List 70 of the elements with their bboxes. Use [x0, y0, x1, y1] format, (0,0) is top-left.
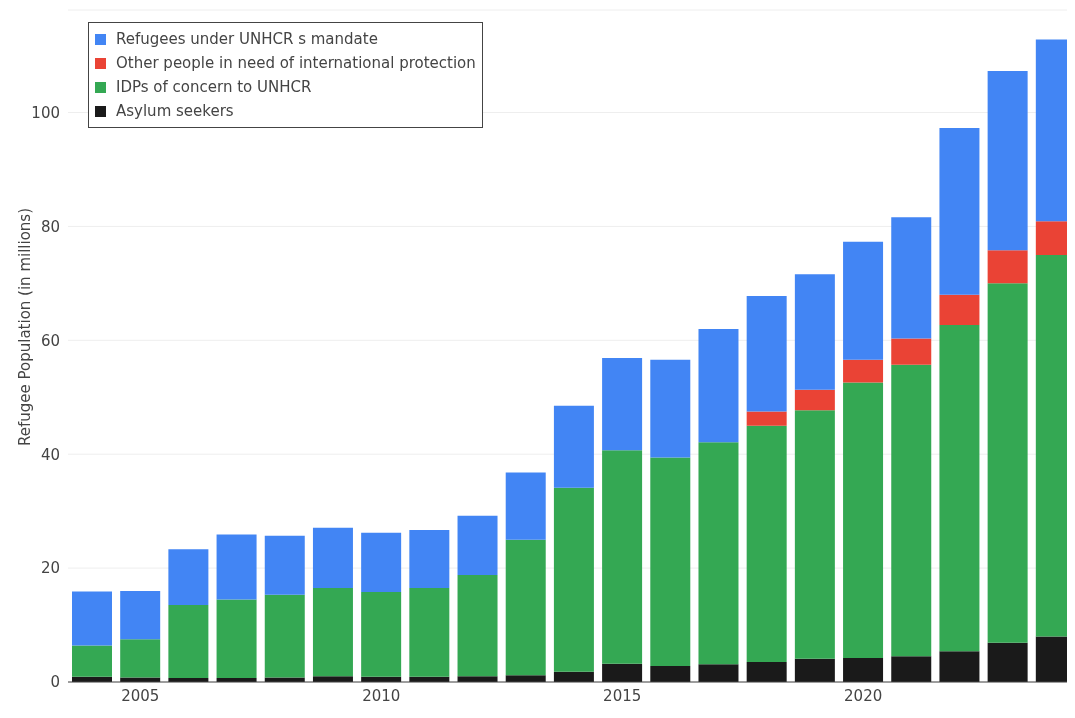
bar [264, 594, 305, 678]
bar [939, 651, 980, 682]
bar [312, 588, 353, 677]
bar [553, 405, 594, 488]
bar [987, 70, 1028, 251]
bar [939, 294, 980, 325]
bar [72, 591, 112, 646]
bar [602, 357, 643, 451]
bar [361, 592, 402, 677]
bar [505, 539, 546, 676]
bar [794, 410, 835, 659]
bar [120, 590, 161, 640]
bar [843, 241, 884, 360]
y-tick-label: 40 [40, 445, 60, 464]
bar [650, 359, 691, 458]
bar [843, 359, 884, 383]
bar [361, 532, 402, 593]
x-tick-label: 2015 [603, 686, 642, 705]
bar [505, 472, 546, 540]
bar [168, 605, 209, 679]
bar [409, 588, 450, 677]
bar [987, 283, 1028, 643]
bar [312, 527, 353, 589]
bar [698, 664, 739, 682]
bar [794, 658, 835, 682]
x-tick-label: 2010 [362, 686, 401, 705]
bar [650, 666, 691, 682]
legend-label: Refugees under UNHCR s mandate [116, 30, 378, 48]
bar [987, 642, 1028, 682]
bar [216, 534, 257, 600]
bar [698, 328, 739, 443]
bar [120, 639, 161, 678]
bar [409, 529, 450, 589]
y-tick-label: 0 [50, 673, 60, 692]
x-tick-label: 2005 [121, 686, 160, 705]
bar [794, 274, 835, 390]
bar [746, 295, 787, 412]
bar [987, 250, 1028, 284]
legend-label: IDPs of concern to UNHCR [116, 78, 312, 96]
bar [891, 338, 932, 365]
legend-label: Other people in need of international protection [116, 54, 476, 72]
y-tick-label: 80 [40, 217, 60, 236]
bar [216, 599, 257, 679]
bar [746, 411, 787, 426]
y-tick-label: 60 [40, 331, 60, 350]
y-tick-label: 20 [40, 559, 60, 578]
bar [602, 663, 643, 682]
bar [746, 425, 787, 663]
bar [264, 535, 305, 595]
bar [602, 450, 643, 664]
bar [939, 127, 980, 295]
x-tick-label: 2020 [844, 686, 883, 705]
bar [457, 515, 498, 575]
bar [891, 656, 932, 682]
y-axis-title: Refugee Population (in millions) [16, 207, 35, 446]
bar [72, 645, 112, 677]
bar [553, 487, 594, 672]
bar [843, 382, 884, 659]
bar [794, 389, 835, 411]
y-tick-label: 100 [31, 103, 60, 122]
bar [457, 574, 498, 677]
bar [698, 442, 739, 665]
bar [650, 457, 691, 667]
legend-label: Asylum seekers [116, 102, 234, 120]
bar [891, 217, 932, 339]
bar [891, 364, 932, 657]
bar [746, 662, 787, 682]
bar [168, 549, 209, 606]
bar [939, 324, 980, 652]
bar [843, 658, 884, 682]
